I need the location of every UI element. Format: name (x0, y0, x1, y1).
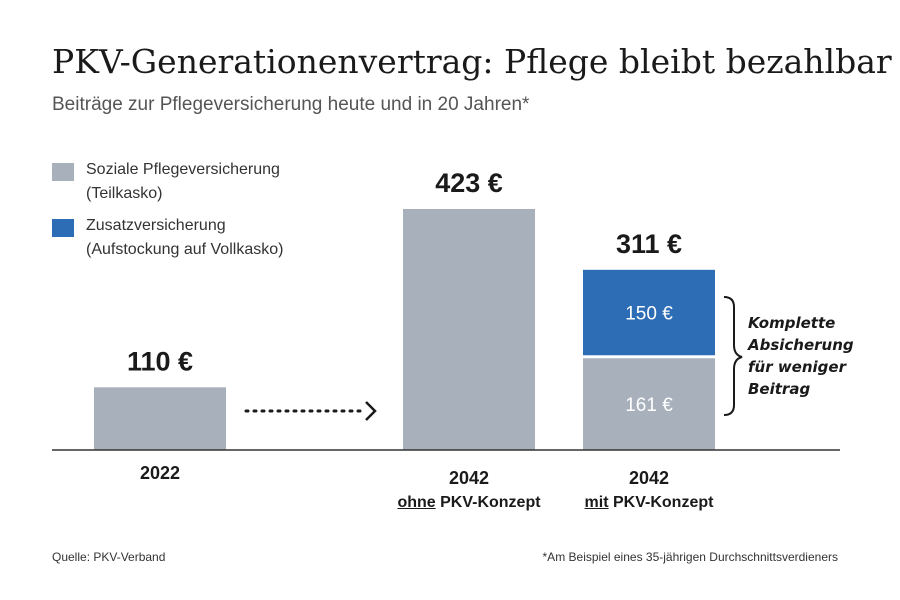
concept-prefix-ohne: ohne (397, 494, 436, 511)
bar-segment-1-0 (403, 209, 535, 450)
total-label-0: 110 € (127, 346, 193, 376)
legend-label-supplementary: Zusatzversicherung (Aufstockung auf Voll… (86, 217, 284, 258)
x-label-2042-ohne: 2042 (448, 468, 490, 488)
dotted-arrow (244, 401, 377, 421)
brace-annotation: Komplette Absicherung für weniger Beitra… (748, 314, 854, 398)
chart-title: PKV-Generationenvertrag: Pflege bleibt b… (52, 42, 892, 81)
bar-segment-2-1 (583, 269, 715, 356)
curly-brace (723, 296, 743, 416)
x-label-2042-mit: 2042 (628, 468, 670, 488)
legend-swatch-social (52, 163, 74, 181)
concept-label-mit: mit PKV-Konzept (539, 494, 759, 512)
total-label-2: 311 € (616, 229, 682, 259)
x-label-2022: 2022 (139, 463, 181, 483)
chart-subtitle: Beiträge zur Pflegeversicherung heute un… (52, 94, 530, 115)
legend-swatch-supplementary (52, 219, 74, 237)
bar-segment-0-0 (94, 387, 226, 450)
total-label-1: 423 € (435, 168, 503, 198)
concept-suffix-mit: PKV-Konzept (608, 494, 714, 511)
concept-label-ohne: ohne PKV-Konzept (359, 494, 579, 512)
concept-suffix-ohne: PKV-Konzept (435, 494, 541, 511)
legend-label-social: Soziale Pflegeversicherung (Teilkasko) (86, 161, 280, 202)
segment-label-2-1: 150 € (625, 304, 673, 325)
footnote: *Am Beispiel eines 35-jährigen Durchschn… (542, 550, 838, 564)
source-note: Quelle: PKV-Verband (52, 550, 166, 564)
segment-label-2-0: 161 € (625, 395, 673, 416)
concept-prefix-mit: mit (584, 494, 609, 511)
bar-segment-2-0 (583, 358, 715, 450)
